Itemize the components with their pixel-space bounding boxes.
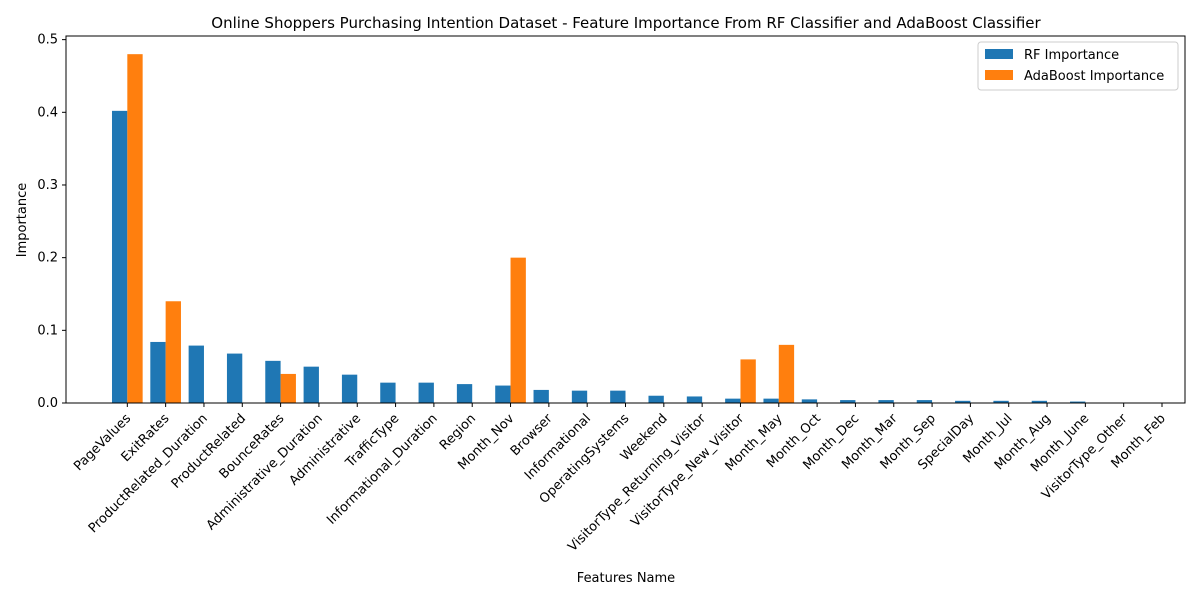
y-tick-label: 0.1 bbox=[37, 323, 58, 338]
y-tick-label: 0.0 bbox=[37, 396, 58, 411]
bar-adaboost-bouncerates bbox=[281, 374, 296, 403]
bar-rf-region bbox=[457, 384, 472, 403]
x-tick-label-pagevalues: PageValues bbox=[71, 411, 134, 474]
bar-rf-browser bbox=[534, 390, 549, 403]
y-axis-label: Importance bbox=[15, 183, 30, 258]
y-tick-label: 0.2 bbox=[37, 251, 58, 266]
bars-layer bbox=[112, 54, 1162, 403]
legend-label-adaboost: AdaBoost Importance bbox=[1024, 69, 1164, 84]
bar-adaboost-month-nov bbox=[511, 258, 526, 403]
x-tick-label-visitortype-returning-visitor: VisitorType_Returning_Visitor bbox=[565, 411, 709, 555]
bar-rf-informational-duration bbox=[419, 383, 434, 403]
bar-adaboost-exitrates bbox=[166, 301, 181, 403]
bar-adaboost-month-may bbox=[779, 345, 794, 403]
y-tick-label: 0.4 bbox=[37, 105, 58, 120]
bar-rf-bouncerates bbox=[265, 361, 280, 403]
y-tick-label: 0.5 bbox=[37, 33, 58, 48]
legend-label-rf: RF Importance bbox=[1024, 48, 1119, 63]
legend-swatch-rf bbox=[985, 49, 1013, 59]
bar-rf-operatingsystems bbox=[610, 391, 625, 403]
bar-rf-visitortype-new-visitor bbox=[725, 399, 740, 403]
bar-rf-productrelated bbox=[227, 354, 242, 403]
bar-rf-administrative-duration bbox=[304, 367, 319, 403]
plot-frame bbox=[66, 36, 1185, 403]
bar-rf-informational bbox=[572, 391, 587, 403]
bar-rf-month-may bbox=[763, 399, 778, 403]
bar-adaboost-visitortype-new-visitor bbox=[740, 359, 755, 403]
bar-rf-weekend bbox=[648, 396, 663, 403]
x-tick-label-informational: Informational bbox=[522, 411, 594, 483]
x-axis-label: Features Name bbox=[577, 571, 675, 586]
legend-swatch-adaboost bbox=[985, 70, 1013, 80]
bar-rf-pagevalues bbox=[112, 111, 127, 403]
x-axis: PageValuesExitRatesProductRelated_Durati… bbox=[71, 403, 1169, 555]
y-axis: 0.0 0.1 0.2 0.3 0.4 0.5 bbox=[37, 33, 66, 411]
bar-rf-month-nov bbox=[495, 386, 510, 403]
bar-rf-traffictype bbox=[380, 383, 395, 403]
bar-adaboost-pagevalues bbox=[127, 54, 142, 403]
bar-rf-month-oct bbox=[802, 399, 817, 403]
legend: RF Importance AdaBoost Importance bbox=[978, 42, 1178, 90]
chart-title: Online Shoppers Purchasing Intention Dat… bbox=[211, 14, 1041, 32]
y-tick-label: 0.3 bbox=[37, 178, 58, 193]
bar-rf-exitrates bbox=[150, 342, 165, 403]
bar-rf-visitortype-returning-visitor bbox=[687, 396, 702, 403]
bar-rf-administrative bbox=[342, 375, 357, 403]
bar-rf-productrelated-duration bbox=[189, 346, 204, 403]
